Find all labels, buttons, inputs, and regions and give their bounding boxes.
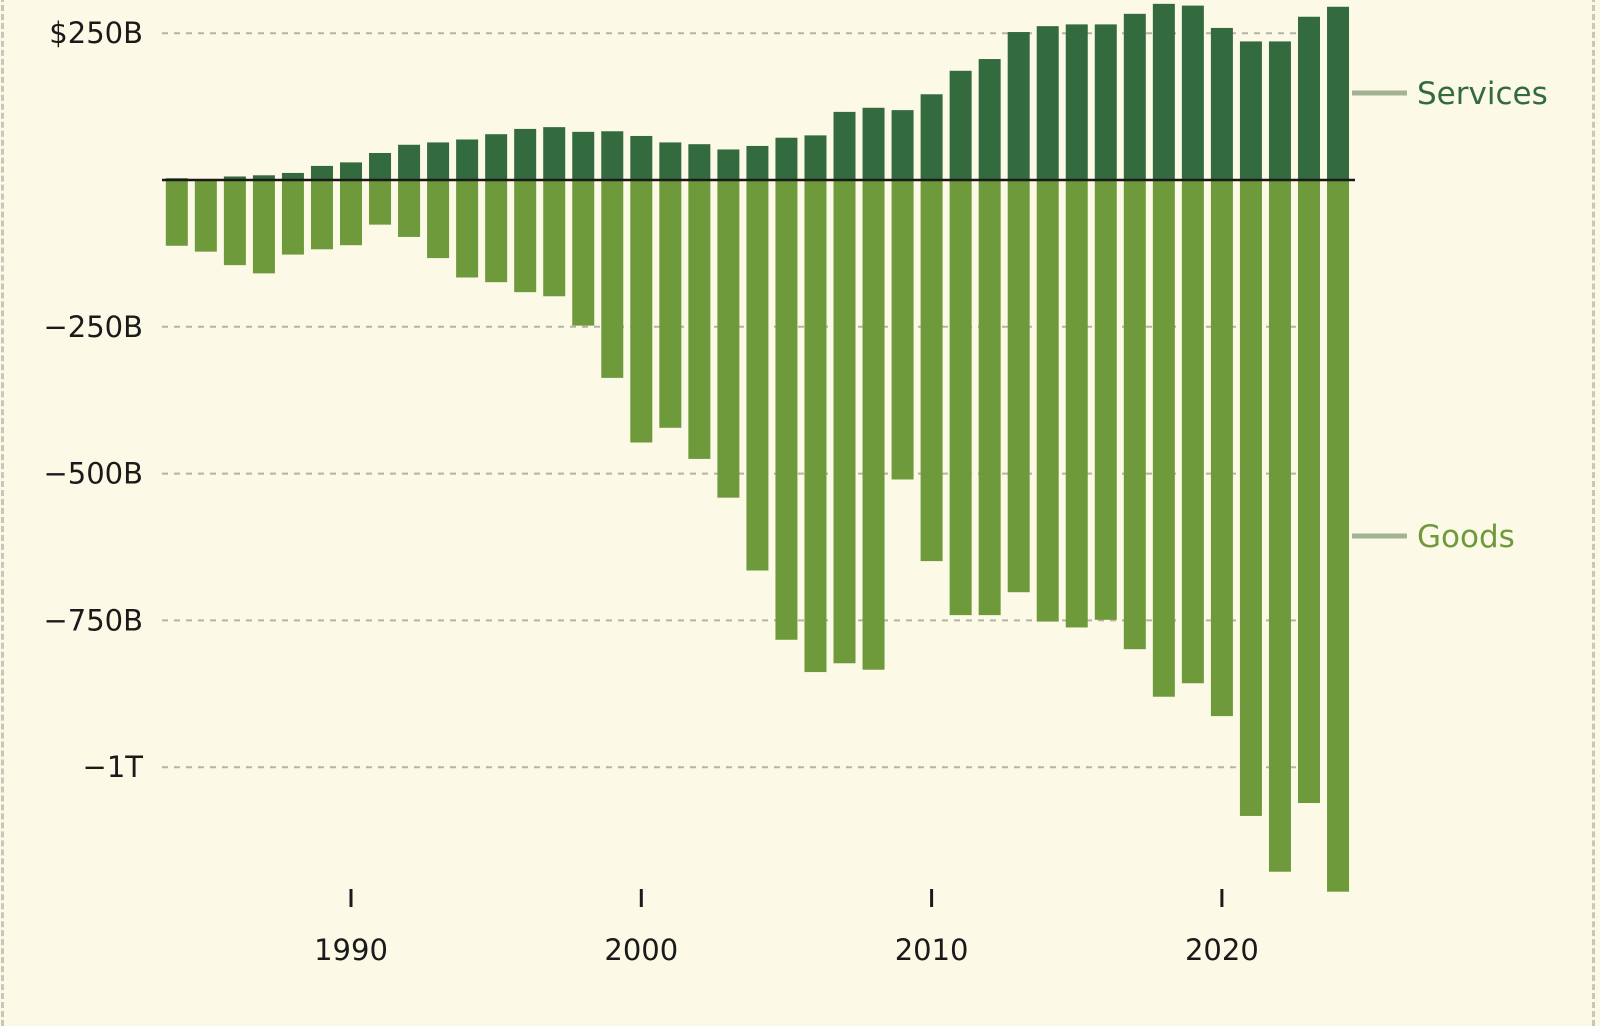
bar-goods-2018 — [1152, 180, 1175, 697]
bar-goods-2012 — [978, 180, 1001, 616]
bar-goods-2006 — [804, 180, 827, 673]
bar-services-2000 — [630, 135, 653, 180]
x-tick-label: 2010 — [895, 933, 969, 967]
bar-services-2023 — [1297, 16, 1320, 181]
bar-goods-1997 — [543, 180, 566, 297]
bar-services-2016 — [1094, 24, 1117, 181]
bar-goods-2022 — [1268, 180, 1291, 872]
bar-goods-2016 — [1094, 180, 1117, 620]
bar-services-1986 — [223, 176, 246, 180]
bar-goods-1985 — [194, 180, 217, 252]
y-tick-label: −500B — [43, 457, 143, 491]
bar-services-2012 — [978, 59, 1001, 180]
bar-goods-2017 — [1123, 180, 1146, 650]
bar-goods-2002 — [688, 180, 711, 459]
bar-goods-1990 — [340, 180, 362, 246]
bar-goods-1988 — [281, 180, 304, 255]
bar-services-2003 — [717, 149, 740, 180]
bar-goods-2004 — [746, 180, 769, 571]
bar-services-1989 — [310, 165, 333, 180]
bar-goods-2023 — [1297, 180, 1320, 804]
bar-goods-2021 — [1239, 180, 1262, 816]
bar-services-1987 — [252, 175, 275, 180]
bar-goods-2009 — [891, 180, 914, 480]
bar-services-2018 — [1152, 3, 1175, 181]
bar-services-1995 — [485, 134, 508, 180]
bar-goods-1984 — [165, 180, 188, 246]
bar-services-2024 — [1327, 6, 1350, 180]
legend: Services Goods — [1352, 76, 1548, 555]
grid-lines — [162, 32, 1322, 769]
bar-services-2006 — [804, 135, 827, 180]
bar-services-1999 — [601, 131, 624, 180]
bar-services-1996 — [514, 128, 537, 180]
bar-goods-1998 — [572, 180, 595, 326]
bar-services-2010 — [920, 94, 943, 180]
bar-goods-2008 — [862, 180, 885, 670]
bar-goods-2010 — [920, 180, 943, 562]
bar-services-2020 — [1210, 27, 1233, 181]
bar-services-1992 — [398, 144, 421, 180]
bar-goods-2014 — [1036, 180, 1059, 622]
bar-services-2002 — [688, 144, 711, 180]
x-axis: 1990 2000 2010 2020 — [162, 178, 1355, 967]
bar-services-1990 — [340, 162, 362, 180]
x-tick-label: 2020 — [1185, 933, 1259, 967]
bar-services-1993 — [427, 142, 450, 180]
y-axis-labels: $250B −250B −500B −750B −1T — [43, 16, 143, 784]
bar-goods-2005 — [775, 180, 798, 640]
bar-goods-1992 — [398, 180, 421, 237]
bar-goods-2019 — [1181, 180, 1204, 684]
bar-goods-2020 — [1210, 180, 1233, 717]
bar-goods-1999 — [601, 180, 624, 378]
bar-goods-2001 — [659, 180, 682, 428]
bar-goods-2000 — [630, 180, 653, 443]
x-tick-label: 2000 — [604, 933, 678, 967]
bar-goods-1995 — [485, 180, 508, 283]
bar-goods-2015 — [1065, 180, 1088, 628]
y-tick-label: −250B — [43, 310, 143, 344]
bars — [165, 3, 1350, 892]
bar-services-2013 — [1007, 32, 1030, 180]
bar-goods-1994 — [456, 180, 479, 278]
bar-services-2008 — [862, 107, 885, 180]
bar-goods-1996 — [514, 180, 537, 293]
bar-goods-2007 — [833, 180, 856, 664]
bar-services-2007 — [833, 111, 856, 180]
bar-services-1991 — [369, 152, 392, 180]
legend-label-services: Services — [1417, 76, 1548, 112]
bar-goods-1991 — [369, 180, 392, 225]
bar-services-1994 — [456, 139, 479, 180]
bar-services-1988 — [281, 172, 304, 180]
bar-services-1998 — [572, 131, 595, 180]
bar-goods-2003 — [717, 180, 740, 498]
bar-services-2022 — [1268, 41, 1291, 180]
bar-goods-1989 — [310, 180, 333, 250]
bar-services-2014 — [1036, 26, 1059, 181]
bar-services-1997 — [543, 127, 566, 180]
bar-services-2009 — [891, 110, 914, 180]
y-tick-label: $250B — [49, 16, 143, 50]
bar-services-2001 — [659, 142, 682, 180]
bar-services-2017 — [1123, 13, 1146, 180]
bar-goods-1993 — [427, 180, 450, 259]
bar-services-2021 — [1239, 41, 1262, 180]
legend-label-goods: Goods — [1417, 519, 1515, 555]
bar-services-2011 — [949, 70, 972, 180]
bar-goods-2024 — [1327, 180, 1350, 892]
bar-services-2004 — [746, 145, 769, 180]
bar-goods-1987 — [252, 180, 275, 274]
bar-services-2019 — [1181, 5, 1204, 181]
bar-services-2005 — [775, 137, 798, 180]
bar-services-2015 — [1065, 24, 1088, 181]
bar-goods-2011 — [949, 180, 972, 616]
y-tick-label: −750B — [43, 603, 143, 637]
bar-goods-2013 — [1007, 180, 1030, 593]
y-tick-label: −1T — [83, 750, 144, 784]
bar-goods-1986 — [223, 180, 246, 266]
x-tick-label: 1990 — [314, 933, 388, 967]
